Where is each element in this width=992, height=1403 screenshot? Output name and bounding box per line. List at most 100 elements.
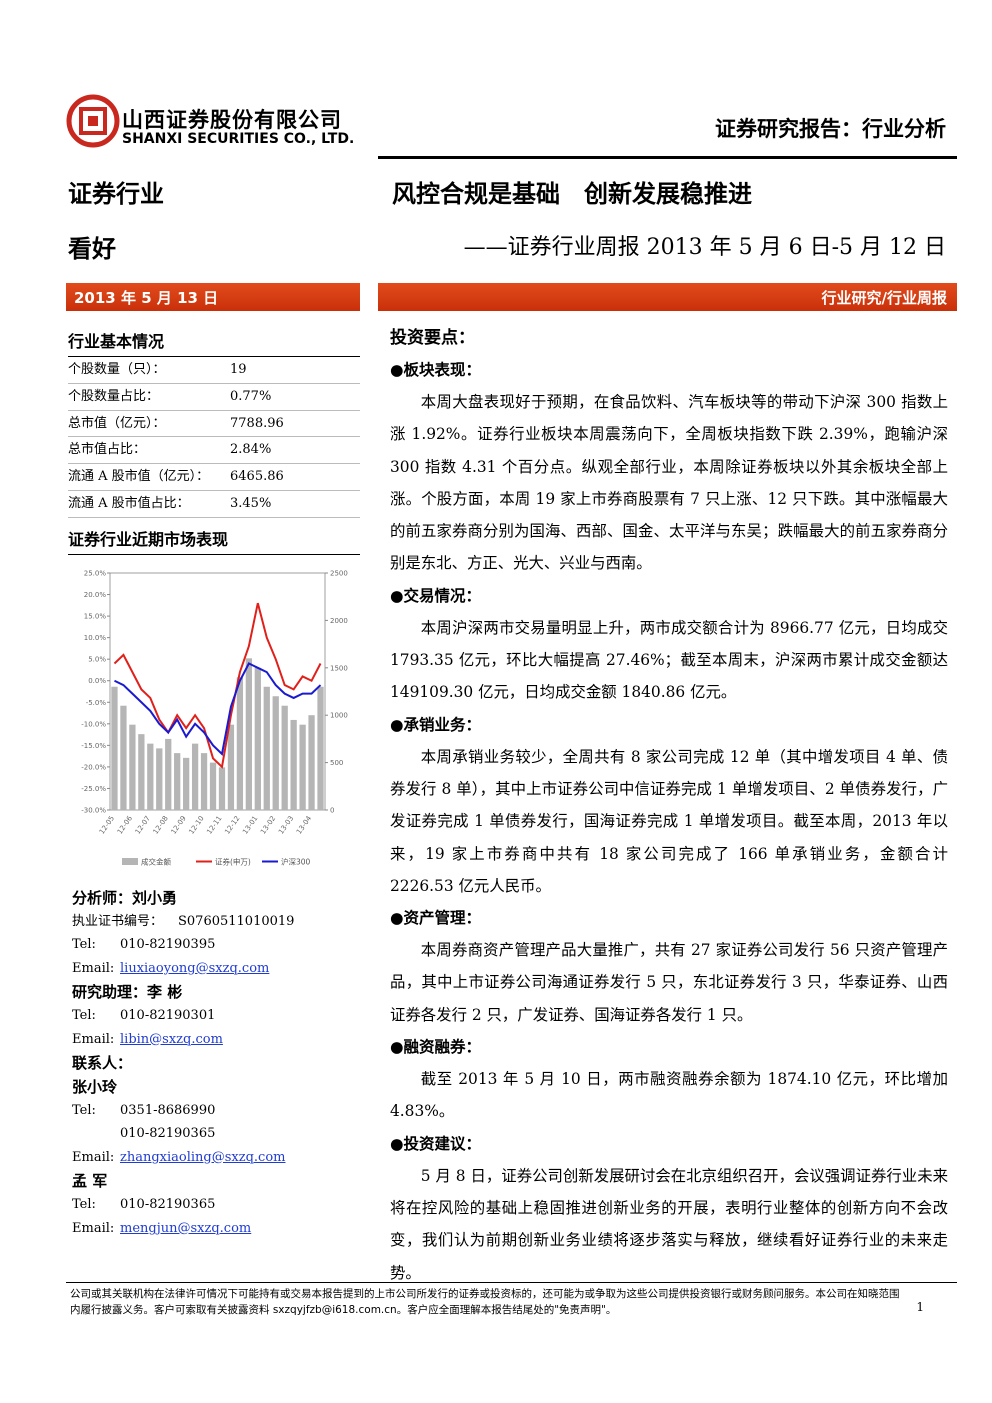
- bar: [200, 753, 208, 810]
- info-value: 0.77%: [230, 388, 272, 404]
- disclaimer: 公司或其关联机构在法律许可情况下可能持有或交易本报告提到的上市公司所发行的证券或…: [70, 1288, 900, 1316]
- bar: [120, 705, 127, 810]
- plot-frame: [109, 572, 326, 811]
- chart-section: 证券行业近期市场表现: [68, 526, 360, 555]
- contact-label: Tel:: [72, 1197, 96, 1213]
- bar: [317, 686, 324, 810]
- y2-tick-label: 1000: [330, 712, 348, 720]
- section-heading: ●板块表现：: [390, 361, 482, 379]
- y-tick-label: -15.0%: [81, 742, 106, 750]
- section-heading: ●交易情况：: [390, 586, 482, 605]
- bar: [263, 686, 270, 810]
- contact-line: Tel: 010-82190395: [72, 933, 362, 956]
- contact-label: Email:: [72, 1149, 115, 1165]
- info-table: 个股数量（只）： 19 个股数量占比： 0.77% 总市值（亿元）： 7788.96 总市值…: [68, 357, 360, 518]
- page-number: 1: [916, 1300, 924, 1314]
- contact-label: Tel:: [72, 937, 96, 953]
- info-row: 个股数量占比： 0.77%: [68, 384, 360, 411]
- section-heading: ●投资建议：: [390, 1134, 482, 1153]
- info-value: 7788.96: [230, 415, 284, 431]
- contact-label: Email:: [72, 1220, 115, 1236]
- contact-heading: 联系人：: [72, 1054, 133, 1073]
- contact-heading: 分析师：刘小勇: [72, 889, 178, 907]
- contact-value: 010-82190395: [120, 937, 216, 953]
- section-heading: ●承销业务：: [390, 715, 482, 734]
- title: 风控合规是基础 创新发展稳推进: [392, 180, 752, 208]
- bar: [290, 719, 297, 810]
- contact-value: zhangxiaoling@sxzq.com: [120, 1149, 286, 1165]
- bar: [138, 734, 145, 810]
- paragraph: 本周承销业务较少，全周共有 8 家公司完成 12 单（其中增发项目 4 单、债券…: [390, 747, 948, 895]
- category-bar: 行业研究/行业周报: [378, 283, 957, 311]
- paragraph: 本周券商资产管理产品大量推广，共有 27 家证券公司发行 56 只资产管理产品，…: [390, 941, 948, 1024]
- subtitle: ——证券行业周报 2013 年 5 月 6 日-5 月 12 日: [463, 235, 946, 260]
- y-tick-label: -10.0%: [81, 720, 106, 728]
- info-row: 流通 A 股市值（亿元）： 6465.86: [68, 464, 360, 491]
- contact-value: S0760511010019: [178, 914, 295, 929]
- contact-value: 010-82190365: [120, 1126, 216, 1142]
- x-tick-label: 13-03: [277, 815, 295, 836]
- x-tick-label: 12-11: [205, 815, 223, 836]
- paragraph: 5 月 8 日，证券公司创新发展研讨会在北京组织召开，会议强调证券行业未来将在控…: [390, 1166, 948, 1282]
- report-type: 证券研究报告：行业分析: [715, 117, 946, 141]
- bar: [308, 715, 315, 810]
- y-tick-label: 5.0%: [88, 656, 106, 664]
- section-title: 行业基本情况: [68, 328, 360, 357]
- contact-line: Email: liuxiaoyong@sxzq.com: [72, 957, 362, 980]
- legend-label: 证券(申万): [215, 857, 251, 867]
- rating: 看好: [68, 235, 116, 263]
- info-label: 个股数量（只）：: [68, 362, 166, 377]
- y-tick-label: 15.0%: [84, 613, 107, 621]
- legend-label: 成交金额: [141, 857, 171, 867]
- contact-line: Tel: 010-82190301: [72, 1004, 362, 1027]
- x-tick-label: 12-07: [134, 815, 152, 836]
- bar: [272, 696, 279, 810]
- divider: [378, 156, 957, 159]
- contacts: 分析师：刘小勇 执业证书编号： S0760511010019 Tel: 010-8219…: [72, 886, 362, 1240]
- paragraph: 本周大盘表现好于预期，在食品饮料、汽车板块等的带动下沪深 300 指数上涨 1.…: [390, 393, 948, 573]
- y-tick-label: 0.0%: [88, 677, 106, 685]
- info-row: 总市值（亿元）： 7788.96: [68, 411, 360, 438]
- info-value: 2.84%: [230, 442, 272, 458]
- contact-label: Tel:: [72, 1103, 96, 1119]
- bar: [183, 757, 190, 810]
- bar: [227, 724, 235, 810]
- legend-swatch: [122, 858, 138, 865]
- contact-line: 执业证书编号： S0760511010019: [72, 910, 362, 933]
- contact-value: libin@sxzq.com: [120, 1031, 223, 1047]
- contact-value: liuxiaoyong@sxzq.com: [120, 960, 270, 976]
- info-label: 流通 A 股市值占比：: [68, 495, 190, 511]
- x-tick-label: 12-06: [116, 814, 135, 836]
- contact-label: Email:: [72, 1031, 115, 1047]
- info-row: 总市值占比： 2.84%: [68, 437, 360, 465]
- y-tick-label: 20.0%: [84, 591, 107, 599]
- x-tick-label: 12-10: [187, 815, 205, 836]
- contact-line: Tel: 0351-8686990: [72, 1099, 362, 1122]
- info-label: 总市值（亿元）：: [68, 415, 166, 431]
- chart: -30.0% -25.0% -20.0% -15.0% -10.0% -5.0% 0.0% 5…: [81, 570, 348, 867]
- contact-value: 0351-8686990: [120, 1103, 216, 1119]
- bar: [111, 686, 118, 810]
- info-row: 个股数量（只）： 19: [68, 357, 360, 384]
- bar: [209, 762, 217, 810]
- bar: [174, 753, 181, 810]
- industry: 证券行业: [68, 180, 164, 208]
- x-tick-label: 12-09: [170, 815, 188, 836]
- bar: [254, 667, 261, 810]
- logo-icon: [66, 94, 120, 148]
- contact-line: Tel: 010-82190365: [72, 1193, 362, 1216]
- contact-line: Email: mengjun@sxzq.com: [72, 1217, 362, 1240]
- section-heading: ●资产管理：: [390, 909, 482, 928]
- info-row: 流通 A 股市值占比： 3.45%: [68, 491, 360, 518]
- x-tick-label: 12-05: [98, 815, 116, 836]
- contact-label: 执业证书编号：: [72, 914, 164, 929]
- x-tick-label: 13-04: [295, 814, 314, 836]
- y2-tick-label: 1500: [330, 664, 348, 672]
- info-value: 6465.86: [230, 469, 284, 485]
- contact-line: 010-82190365: [72, 1122, 362, 1145]
- bar: [218, 767, 226, 810]
- bar: [281, 705, 288, 810]
- contact-value: 010-82190301: [120, 1008, 216, 1024]
- y-tick-label: -20.0%: [81, 763, 106, 771]
